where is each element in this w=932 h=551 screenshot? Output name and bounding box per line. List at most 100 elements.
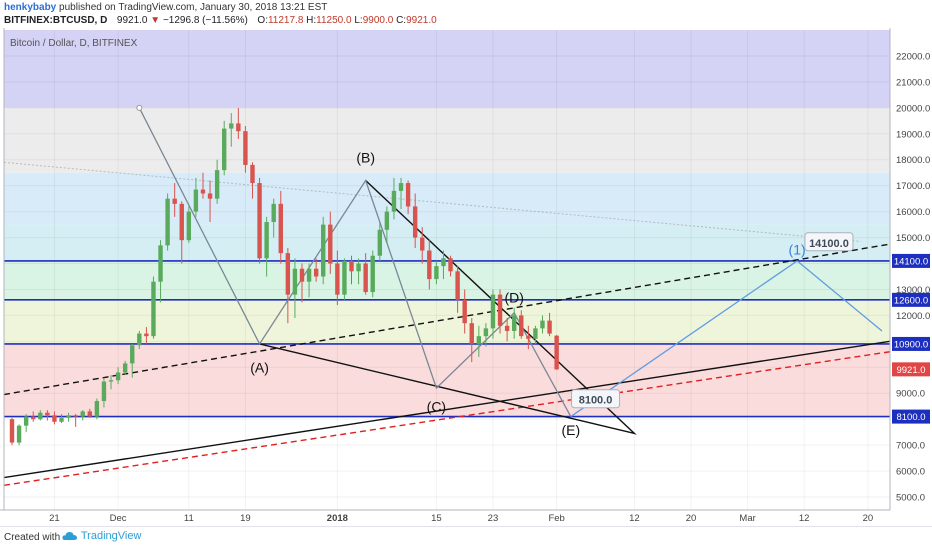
candle-body[interactable] (73, 415, 78, 417)
candle-body[interactable] (278, 203, 283, 254)
candle-body[interactable] (207, 193, 213, 199)
candle-body[interactable] (342, 260, 347, 295)
candle-body[interactable] (540, 320, 545, 329)
candle-body[interactable] (391, 190, 397, 212)
low-value: 9900.0 (362, 15, 394, 26)
candle-body[interactable] (193, 189, 199, 212)
candle-body[interactable] (363, 263, 368, 293)
candle-body[interactable] (257, 183, 262, 259)
target-callout[interactable] (804, 232, 854, 252)
candle-body[interactable] (31, 416, 36, 420)
candle-body[interactable] (448, 258, 453, 272)
x-tick-label: 21 (49, 513, 60, 524)
candle-body[interactable] (462, 299, 467, 324)
high-value: 11250.0 (316, 15, 352, 26)
tradingview-brand-link[interactable]: TradingView (62, 530, 141, 542)
candle-body[interactable] (504, 325, 510, 331)
candle-body[interactable] (271, 203, 276, 222)
triangle-pattern[interactable] (259, 179, 637, 435)
candle-body[interactable] (9, 419, 15, 443)
change-down-icon: ▼ (150, 15, 161, 26)
candle-body[interactable] (292, 268, 298, 295)
candle-body[interactable] (285, 253, 291, 295)
candle-body[interactable] (87, 411, 93, 417)
fib-band (4, 107, 890, 173)
candle-body[interactable] (321, 224, 326, 277)
candle-body[interactable] (441, 258, 446, 267)
candle-body[interactable] (455, 271, 460, 300)
candle-body[interactable] (214, 170, 220, 199)
level-price-tag (892, 292, 930, 307)
candle-body[interactable] (221, 128, 227, 171)
candle-body[interactable] (434, 266, 439, 280)
x-tick-label: 15 (431, 513, 442, 524)
candle-body[interactable] (16, 425, 22, 443)
candle-body[interactable] (476, 336, 482, 344)
candle-body[interactable] (490, 294, 496, 329)
candle-body[interactable] (377, 229, 383, 256)
candle-body[interactable] (519, 315, 524, 337)
candle-body[interactable] (313, 268, 319, 277)
candle-body[interactable] (186, 211, 192, 241)
candle-body[interactable] (497, 294, 503, 326)
candle-body[interactable] (137, 333, 142, 346)
candle-body[interactable] (384, 211, 390, 230)
candle-body[interactable] (405, 183, 411, 207)
author-link[interactable]: henkybaby (4, 2, 57, 13)
candle-body[interactable] (101, 381, 107, 402)
target-callout[interactable] (571, 389, 621, 409)
candle-body[interactable] (328, 224, 333, 264)
projection-path[interactable] (570, 260, 883, 418)
candle-body[interactable] (511, 315, 517, 331)
candle-body[interactable] (151, 281, 156, 337)
candle-body[interactable] (356, 263, 361, 272)
candle-body[interactable] (80, 411, 85, 417)
candle-body[interactable] (469, 323, 474, 344)
candle-body[interactable] (299, 268, 305, 282)
candle-body[interactable] (243, 131, 248, 165)
candle-body[interactable] (144, 333, 149, 337)
last-price: 9921.0 (116, 15, 148, 26)
candle-body[interactable] (52, 415, 57, 422)
candle-body[interactable] (66, 415, 71, 418)
candle-body[interactable] (122, 363, 128, 373)
candle-body[interactable] (38, 412, 43, 420)
target-callout-text: 14100.0 (809, 238, 849, 250)
candle-body[interactable] (370, 255, 375, 293)
candle-body[interactable] (264, 222, 269, 259)
candle-body[interactable] (94, 401, 100, 417)
candle-body[interactable] (554, 335, 559, 370)
candle-body[interactable] (306, 268, 312, 282)
candle-body[interactable] (547, 320, 552, 334)
candle-body[interactable] (158, 245, 163, 282)
candle-body[interactable] (412, 206, 418, 238)
candle-body[interactable] (23, 416, 29, 426)
candle-body[interactable] (236, 123, 241, 132)
candle-body[interactable] (349, 260, 354, 272)
candle-body[interactable] (483, 328, 489, 337)
candle-body[interactable] (115, 372, 121, 381)
candle-body[interactable] (172, 198, 177, 204)
candle-body[interactable] (398, 183, 404, 191)
candle-body[interactable] (250, 164, 255, 184)
candle-body[interactable] (165, 198, 170, 246)
candle-body[interactable] (427, 250, 432, 280)
current-price-tag (892, 362, 930, 377)
level-price-tag (892, 409, 930, 424)
candle-body[interactable] (335, 263, 340, 295)
candle-body[interactable] (45, 412, 50, 416)
wave-path[interactable] (138, 107, 572, 417)
x-tick-label: 12 (629, 513, 640, 524)
candle-body[interactable] (59, 417, 64, 422)
candle-body[interactable] (130, 345, 135, 364)
candle-body[interactable] (420, 237, 425, 251)
candle-body[interactable] (108, 380, 114, 382)
candle-body[interactable] (179, 203, 184, 241)
candle-body[interactable] (200, 189, 206, 194)
candle-body[interactable] (229, 123, 234, 129)
candle-body[interactable] (526, 336, 531, 339)
black-solid-trendline[interactable] (3, 340, 891, 479)
candle-body[interactable] (533, 328, 538, 339)
level-price-tag-text: 8100.0 (896, 412, 925, 423)
